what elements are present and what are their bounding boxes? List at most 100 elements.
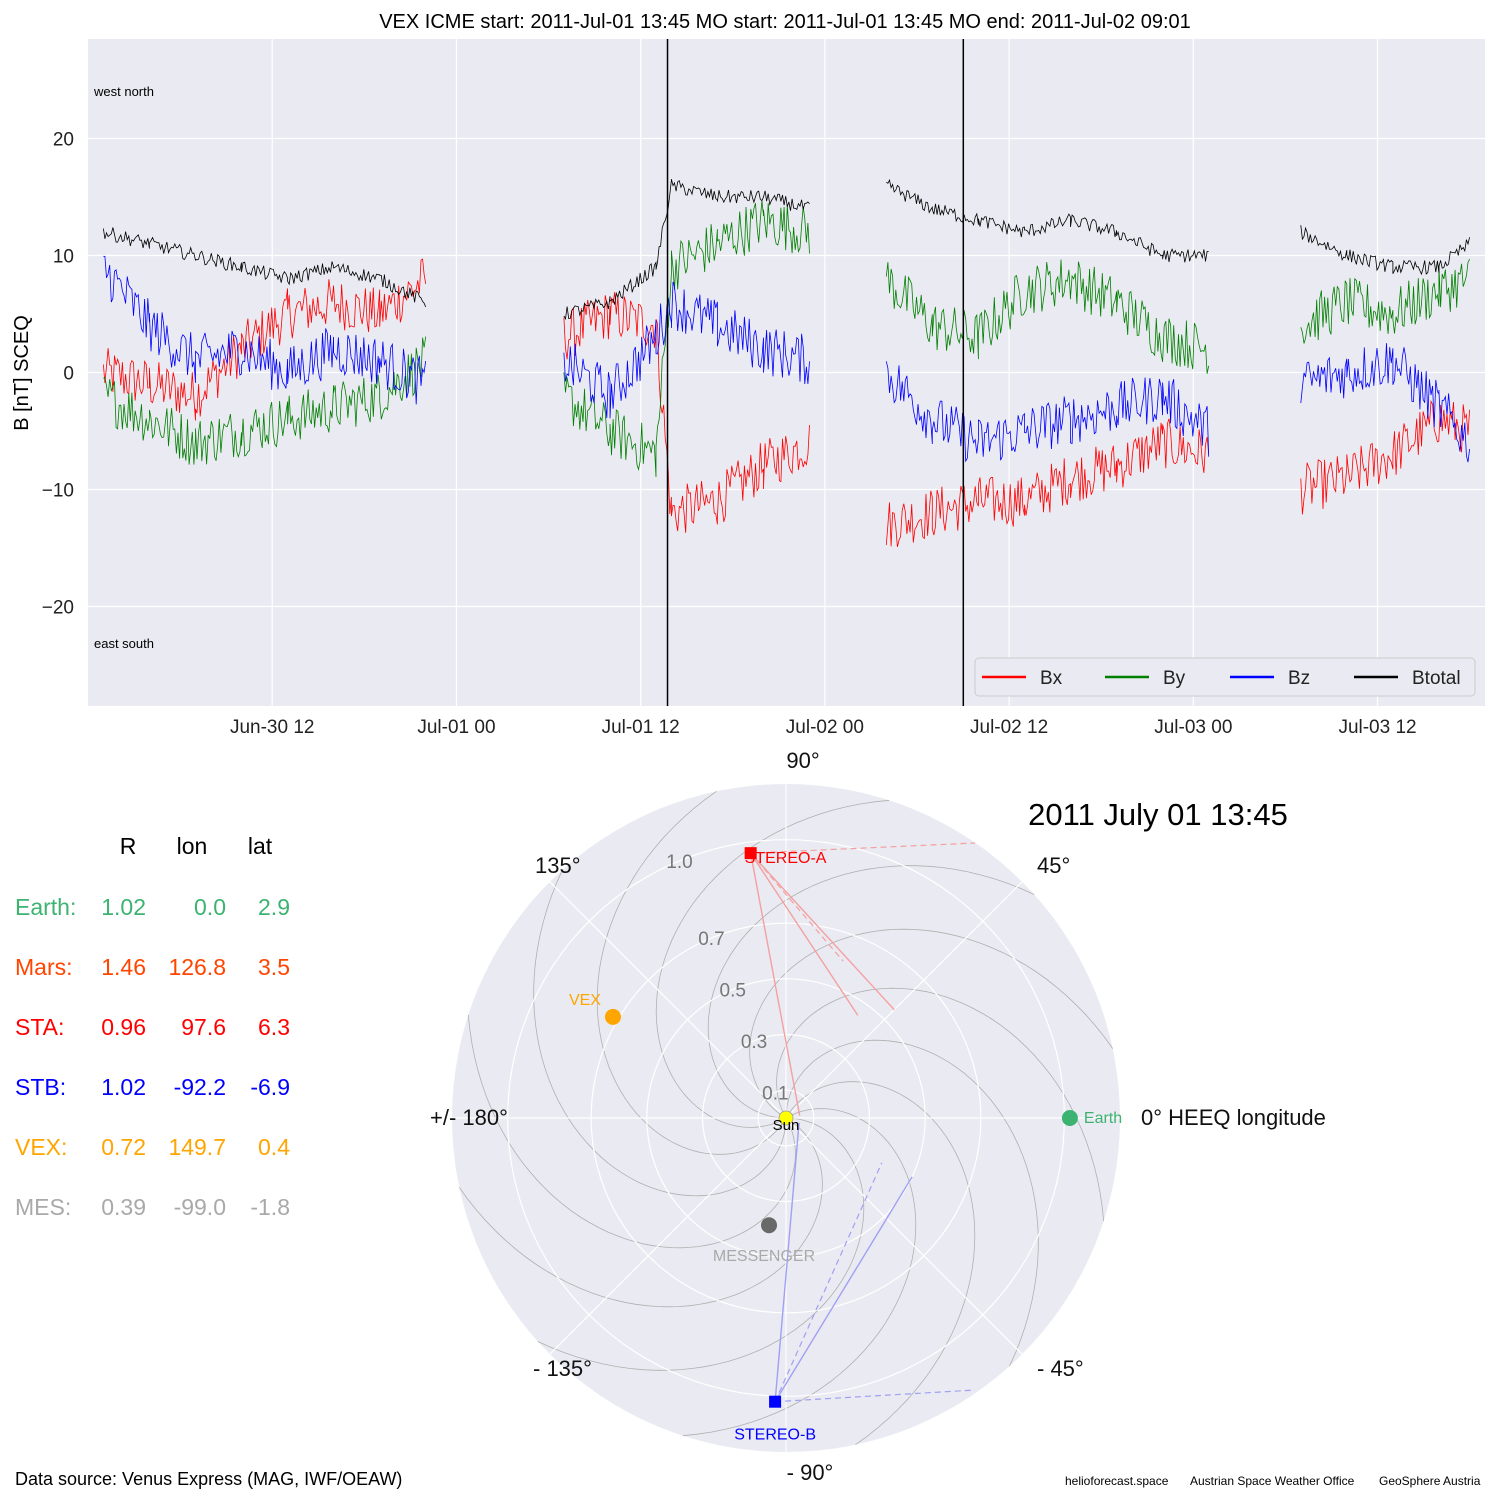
radial-tick-labels: 0.1 0.3 0.5 0.7 1.0	[666, 852, 788, 1104]
angular-gridline	[785, 1117, 1023, 1355]
credit-geosphere: GeoSphere Austria	[1379, 1474, 1481, 1488]
label-stereo-a: STEREO-A	[745, 850, 827, 867]
table-cell-lat: -6.9	[250, 1074, 290, 1100]
legend-label-bz: Bz	[1288, 668, 1310, 689]
table-row-label: VEX:	[15, 1134, 67, 1160]
marker-stereo-a	[744, 847, 757, 860]
stb-fov-line	[774, 1122, 800, 1402]
table-cell-lon: 149.7	[168, 1134, 226, 1160]
table-cell-r: 1.02	[101, 1074, 146, 1100]
table-cell-r: 0.96	[101, 1014, 146, 1040]
label-stereo-b: STEREO-B	[734, 1427, 816, 1444]
label-earth: Earth	[1084, 1110, 1122, 1127]
table-cell-lat: 0.4	[258, 1134, 290, 1160]
y-tick-label: 10	[53, 246, 74, 267]
sta-fov-line	[750, 852, 859, 1016]
stb-fov-line	[774, 1176, 913, 1403]
table-cell-lon: 0.0	[194, 894, 226, 920]
x-tick-label: Jul-02 12	[970, 717, 1048, 738]
x-tick-labels: Jun-30 12 Jul-01 00 Jul-01 12 Jul-02 00 Jul-…	[230, 717, 1417, 738]
legend: Bx By Bz Btotal	[974, 657, 1476, 697]
table-rows: Earth: 1.02 0.0 2.9 Mars: 1.46 126.8 3.5 STA: 0.9…	[15, 894, 290, 1220]
y-tick-labels: −20 −10 0 10 20	[42, 129, 74, 618]
table-cell-lon: 126.8	[168, 954, 226, 980]
planet-markers: Sun Earth STEREO-A STEREO-B VEX MESSENGER	[569, 847, 1122, 1444]
angle-label-0: 0° HEEQ longitude	[1141, 1105, 1326, 1130]
y-tick-label: −20	[42, 598, 74, 619]
corner-label-top: west north	[93, 84, 154, 99]
table-cell-r: 0.39	[101, 1194, 146, 1220]
legend-label-by: By	[1163, 668, 1186, 689]
y-tick-label: 20	[53, 129, 74, 150]
marker-vex	[604, 1008, 621, 1025]
polar-panel: 0.1 0.3 0.5 0.7 1.0 Sun Earth STEREO-A STEREO-B…	[430, 748, 1326, 1485]
angle-label-180: +/- 180°	[430, 1105, 508, 1130]
table-cell-lat: 6.3	[258, 1014, 290, 1040]
series-line-by	[103, 200, 1470, 478]
stereo-fov-lines	[749, 842, 976, 1403]
radial-tick-label: 0.3	[741, 1032, 767, 1053]
x-tick-label: Jul-01 00	[417, 717, 495, 738]
sta-fov-line	[750, 852, 895, 1011]
table-cell-lat: 3.5	[258, 954, 290, 980]
x-tick-label: Jul-03 00	[1154, 717, 1232, 738]
stb-fov-dashed	[775, 1389, 976, 1403]
legend-label-bx: Bx	[1040, 668, 1063, 689]
angle-label-m135: - 135°	[533, 1356, 592, 1381]
sta-fov-dashed	[750, 852, 844, 962]
angle-label-135: 135°	[535, 853, 581, 878]
x-tick-label: Jun-30 12	[230, 717, 315, 738]
series-line-bx	[103, 258, 1470, 547]
radial-tick-label: 0.5	[720, 980, 746, 1001]
label-vex: VEX	[569, 992, 601, 1009]
table-cell-r: 1.02	[101, 894, 146, 920]
table-row-label: Mars:	[15, 954, 73, 980]
marker-sun	[778, 1110, 794, 1126]
x-tick-label: Jul-01 12	[602, 717, 680, 738]
position-table: R lon lat Earth: 1.02 0.0 2.9 Mars: 1.46 126.8…	[15, 833, 290, 1220]
legend-label-btotal: Btotal	[1412, 668, 1461, 689]
table-cell-r: 0.72	[101, 1134, 146, 1160]
table-cell-r: 1.46	[101, 954, 146, 980]
table-header-lon: lon	[177, 833, 208, 859]
timeseries-title: VEX ICME start: 2011-Jul-01 13:45 MO sta…	[379, 11, 1191, 33]
x-tick-label: Jul-03 12	[1338, 717, 1416, 738]
radial-tick-label: 0.1	[762, 1083, 788, 1104]
table-cell-lat: -1.8	[250, 1194, 290, 1220]
label-sun: Sun	[773, 1117, 800, 1134]
table-header-r: R	[120, 833, 137, 859]
angle-label-45: 45°	[1037, 853, 1070, 878]
sta-fov-dashed	[750, 842, 976, 854]
y-axis-label: B [nT] SCEQ	[11, 315, 33, 431]
angular-gridline	[549, 881, 787, 1119]
legend-box	[974, 657, 1476, 697]
marker-stereo-b	[769, 1395, 782, 1408]
angle-label-m90: - 90°	[787, 1460, 834, 1485]
table-row-label: MES:	[15, 1194, 71, 1220]
table-cell-lon: 97.6	[181, 1014, 226, 1040]
angular-gridline	[549, 1117, 787, 1355]
y-tick-label: −10	[42, 481, 74, 502]
data-source-note: Data source: Venus Express (MAG, IWF/OEA…	[15, 1469, 402, 1489]
radial-tick-label: 1.0	[666, 852, 692, 873]
angle-label-90: 90°	[786, 748, 819, 773]
credit-helioforecast: helioforecast.space	[1065, 1474, 1169, 1488]
table-cell-lon: -99.0	[174, 1194, 226, 1220]
marker-messenger	[761, 1217, 778, 1234]
credit-aswo: Austrian Space Weather Office	[1190, 1474, 1355, 1488]
angle-label-m45: - 45°	[1037, 1356, 1084, 1381]
table-cell-lon: -92.2	[174, 1074, 226, 1100]
legend-items: Bx By Bz Btotal	[982, 668, 1461, 689]
x-tick-label: Jul-02 00	[786, 717, 864, 738]
corner-label-bottom: east south	[94, 636, 154, 651]
polar-title: 2011 July 01 13:45	[1028, 797, 1288, 832]
timeseries-lines	[103, 178, 1470, 547]
series-line-btotal	[103, 178, 1470, 321]
angular-gridline	[785, 881, 1023, 1119]
label-messenger: MESSENGER	[713, 1248, 815, 1265]
radial-tick-label: 0.7	[698, 929, 724, 950]
y-tick-label: 0	[63, 364, 74, 385]
table-row-label: STA:	[15, 1014, 64, 1040]
